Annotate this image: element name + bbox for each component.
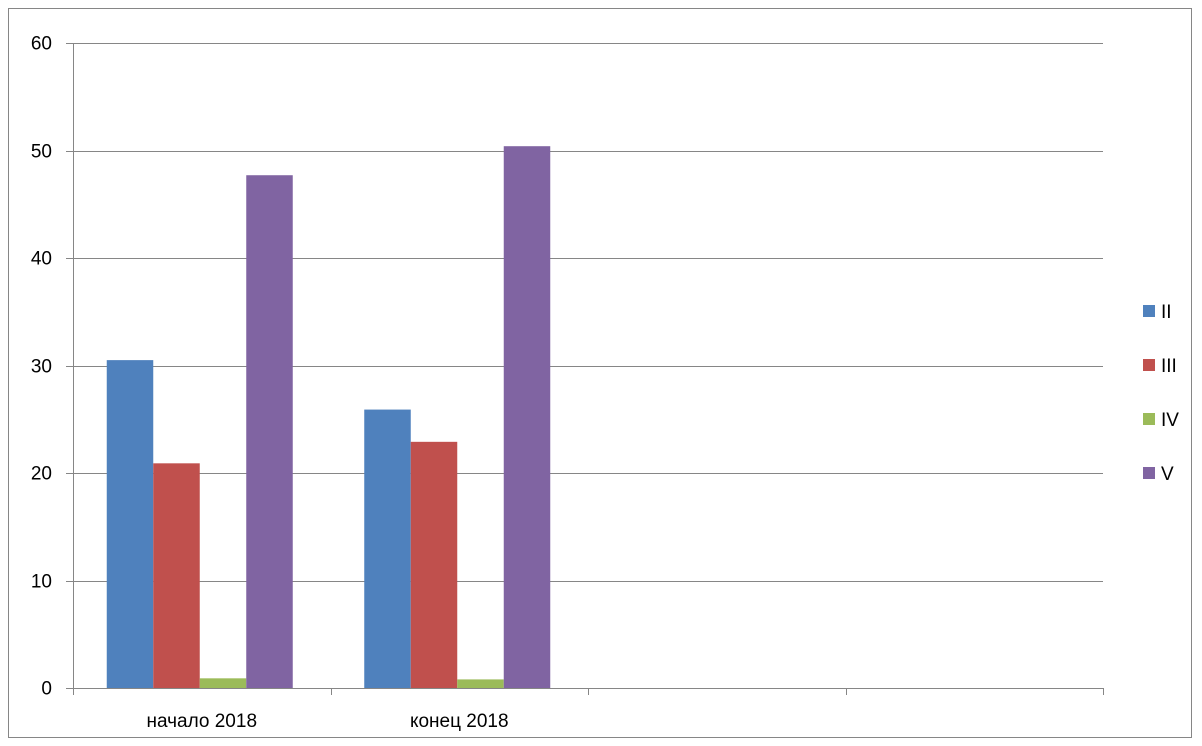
gridlines bbox=[73, 43, 1103, 582]
axes bbox=[66, 43, 1104, 695]
y-tick-label: 40 bbox=[31, 249, 52, 270]
chart-frame bbox=[8, 8, 1192, 738]
legend-swatch bbox=[1143, 305, 1155, 317]
y-tick-label: 30 bbox=[31, 357, 52, 378]
bar bbox=[199, 678, 247, 688]
legend-label: IV bbox=[1161, 410, 1179, 431]
y-tick-label: 0 bbox=[41, 679, 52, 700]
legend-swatch bbox=[1143, 467, 1155, 479]
legend-swatch bbox=[1143, 413, 1155, 425]
y-axis-tick-labels: 0 10 20 30 40 50 60 bbox=[31, 34, 52, 700]
legend-swatch bbox=[1143, 359, 1155, 371]
bar bbox=[106, 360, 154, 688]
y-tick-label: 20 bbox=[31, 464, 52, 485]
bars bbox=[106, 146, 551, 689]
y-tick-label: 10 bbox=[31, 572, 52, 593]
bar bbox=[364, 409, 411, 688]
bar bbox=[246, 175, 293, 689]
legend-label: II bbox=[1161, 302, 1172, 323]
x-axis-tick-labels: начало 2018 конец 2018 bbox=[146, 711, 508, 732]
y-tick-label: 50 bbox=[31, 142, 52, 163]
bar bbox=[153, 463, 200, 688]
bar bbox=[410, 441, 458, 688]
x-tick-label: начало 2018 bbox=[146, 711, 257, 732]
bar bbox=[503, 146, 551, 688]
bar bbox=[457, 679, 504, 688]
legend-label: V bbox=[1161, 464, 1174, 485]
legend-label: III bbox=[1161, 356, 1177, 377]
x-tick-label: конец 2018 bbox=[410, 711, 509, 732]
y-tick-label: 60 bbox=[31, 34, 52, 55]
